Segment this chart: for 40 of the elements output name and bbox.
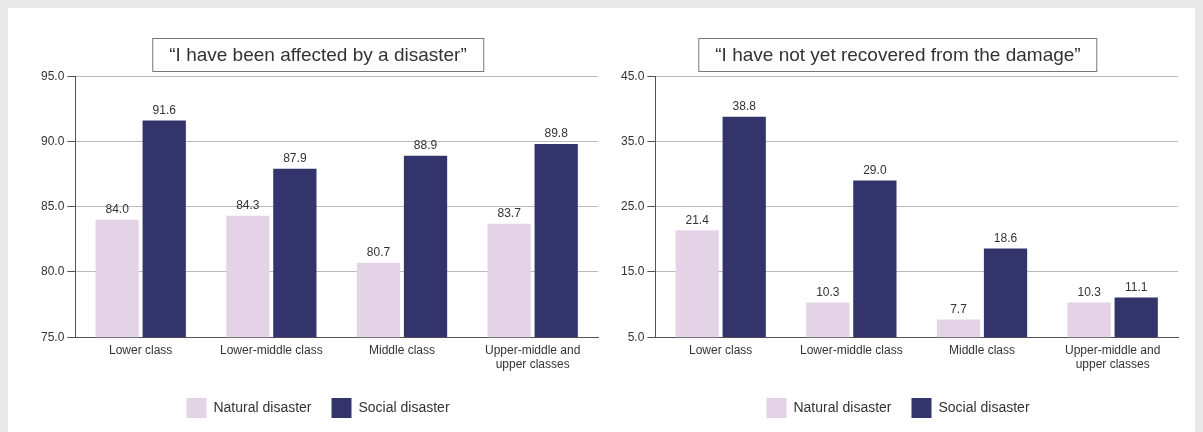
data-label: 88.9: [413, 138, 438, 153]
y-tick-label: 80.0: [41, 264, 65, 279]
y-tick-label: 25.0: [621, 199, 645, 214]
data-label: 11.1: [1124, 279, 1148, 294]
y-tick-label: 95.0: [41, 68, 65, 83]
x-tick-label: Middle class: [948, 342, 1016, 357]
chart-title: “I have not yet recovered from the damage”: [698, 38, 1098, 72]
chart-title: “I have been affected by a disaster”: [152, 38, 484, 72]
x-tick-label: Middle class: [368, 342, 436, 357]
x-tick-label: Upper-middle and upper classes: [1064, 342, 1161, 372]
x-tick-label: Lower class: [689, 342, 753, 357]
data-label: 10.3: [816, 284, 840, 299]
data-label: 83.7: [497, 205, 522, 220]
data-label: 87.9: [283, 151, 307, 166]
data-label: 18.6: [993, 230, 1018, 245]
data-label: 80.7: [366, 245, 391, 260]
data-label: 91.6: [152, 102, 177, 117]
y-tick-label: 5.0: [627, 329, 645, 344]
legend-label: Natural disaster: [213, 398, 312, 415]
y-tick-label: 35.0: [621, 133, 645, 148]
y-tick-label: 15.0: [621, 264, 645, 279]
data-label: 89.8: [544, 126, 569, 141]
x-tick-label: Upper-middle and upper classes: [484, 342, 581, 372]
y-tick-label: 75.0: [41, 329, 65, 344]
data-label: 38.8: [732, 98, 757, 113]
x-tick-label: Lower-middle class: [220, 342, 323, 357]
data-label: 29.0: [863, 162, 887, 177]
data-label: 7.7: [950, 301, 968, 316]
y-tick-label: 45.0: [621, 68, 645, 83]
legend-label: Natural disaster: [793, 398, 892, 415]
data-label: 84.3: [236, 198, 260, 213]
legend-label: Social disaster: [938, 398, 1030, 415]
data-label: 84.0: [105, 202, 130, 217]
data-label: 10.3: [1077, 284, 1102, 299]
x-tick-label: Lower-middle class: [800, 342, 903, 357]
legend-label: Social disaster: [358, 398, 450, 415]
y-tick-label: 90.0: [41, 133, 65, 148]
data-label: 21.4: [685, 212, 710, 227]
x-tick-label: Lower class: [109, 342, 173, 357]
y-tick-label: 85.0: [41, 199, 65, 214]
